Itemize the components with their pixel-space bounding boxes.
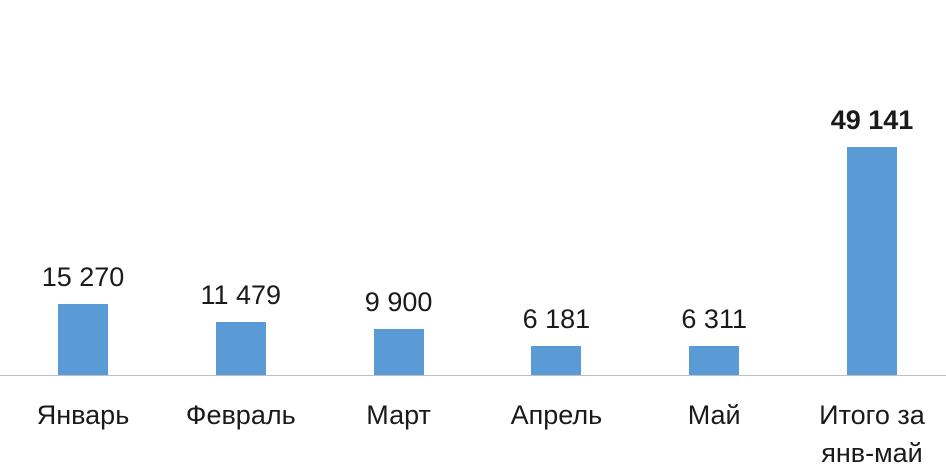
bar [689,345,740,375]
data-label: 6 181 [522,304,591,335]
x-tick-label: Итого за янв-май [819,400,925,468]
data-label: 49 141 [830,105,914,135]
bar [58,304,108,375]
x-tick-label: Январь [36,400,130,430]
bar [847,147,897,375]
bar [531,346,582,375]
data-label: 11 479 [200,279,282,310]
x-tick-label: Май [687,400,741,430]
data-label: 6 311 [681,303,747,334]
x-tick-label: Февраль [185,400,296,430]
data-label: 15 270 [41,262,125,293]
bar [215,321,266,375]
data-label: 9 900 [364,287,433,318]
x-tick-label: Март [366,400,431,430]
bar [373,329,424,375]
x-tick-label: Апрель [510,400,603,430]
x-axis-line [0,375,946,376]
